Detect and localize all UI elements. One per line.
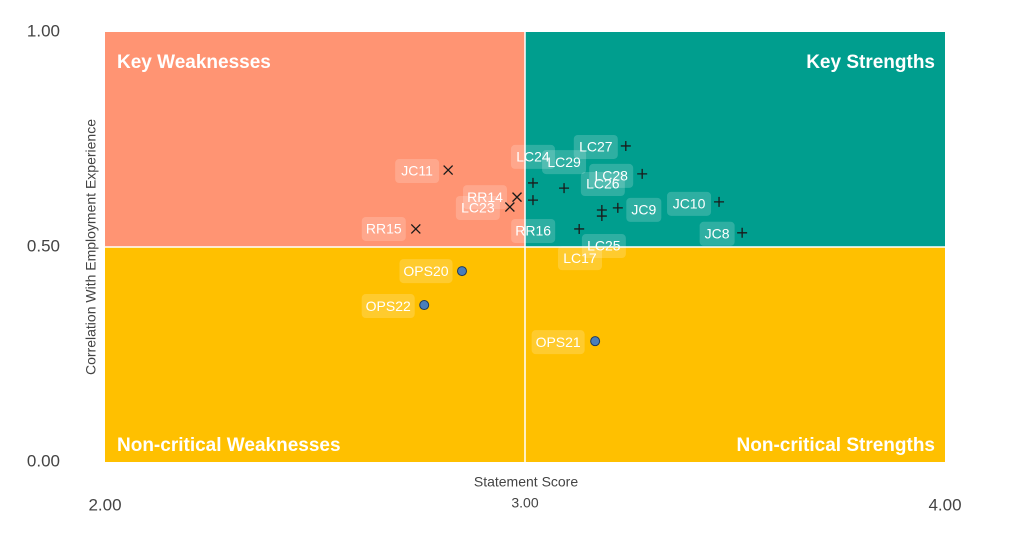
point [637, 168, 648, 179]
quadrant-label: Non-critical Weaknesses [117, 435, 341, 456]
point-label: OPS22 [366, 298, 411, 314]
quadrants [105, 32, 945, 462]
x-tick-label: 2.00 [88, 495, 121, 514]
quadrant [525, 247, 945, 462]
label-box [511, 218, 556, 243]
point-label: OPS21 [536, 334, 581, 350]
label-box [542, 150, 587, 175]
point-label: JC10 [673, 196, 706, 212]
point [714, 196, 725, 207]
label-box [399, 259, 453, 284]
point-label: JC8 [705, 226, 730, 242]
label-box [361, 216, 406, 241]
label-box [589, 163, 634, 188]
point-label: LC25 [587, 238, 621, 254]
point-label: JC9 [631, 202, 656, 218]
x-tick-label: 4.00 [928, 495, 961, 514]
point [504, 202, 515, 212]
label-box [580, 172, 625, 197]
point-label: OPS20 [403, 263, 448, 279]
quadrant-label: Non-critical Strengths [737, 435, 935, 456]
quadrant-label: Key Strengths [806, 52, 935, 73]
point-label: RR14 [467, 189, 503, 205]
y-tick-label: 0.50 [27, 236, 60, 255]
label-box [510, 144, 555, 169]
quadrant-label: Key Weaknesses [117, 52, 271, 73]
point [457, 266, 467, 277]
label-box [395, 159, 440, 184]
point [590, 336, 601, 347]
label-box [581, 234, 626, 259]
point [596, 211, 607, 222]
x-tick-label: 3.00 [511, 495, 538, 511]
label-box [699, 221, 735, 246]
label-box [361, 294, 415, 319]
point [410, 223, 421, 234]
point-label: LC24 [516, 149, 550, 165]
point [443, 165, 454, 175]
point-label: LC17 [563, 250, 597, 266]
point-label: RR16 [515, 223, 551, 239]
label-box [531, 330, 585, 355]
label-box [455, 196, 500, 221]
label-box [573, 134, 618, 159]
point-label: LC28 [594, 168, 628, 184]
point-label: LC23 [461, 200, 495, 216]
quadrant [525, 32, 945, 247]
y-tick-label: 0.00 [27, 451, 60, 470]
point-label: LC27 [579, 139, 613, 155]
point [419, 300, 430, 311]
label-box [557, 246, 602, 271]
quadrant [105, 247, 525, 462]
label-box [626, 197, 662, 222]
point [527, 195, 538, 206]
point [512, 192, 522, 203]
quadrant [105, 32, 525, 247]
point-label: LC29 [547, 154, 581, 170]
point [612, 202, 623, 213]
point-label: LC26 [586, 176, 620, 192]
x-axis-label: Statement Score [474, 474, 578, 490]
y-tick-label: 1.00 [27, 21, 60, 40]
point-label: JC11 [401, 163, 433, 179]
point [620, 140, 631, 151]
label-box [667, 191, 712, 216]
point [737, 227, 748, 238]
label-box [463, 185, 508, 210]
point [574, 223, 585, 234]
point [527, 177, 538, 188]
y-axis-label: Correlation With Employment Experience [83, 119, 99, 375]
point-label: RR15 [366, 221, 402, 237]
point [559, 183, 570, 194]
